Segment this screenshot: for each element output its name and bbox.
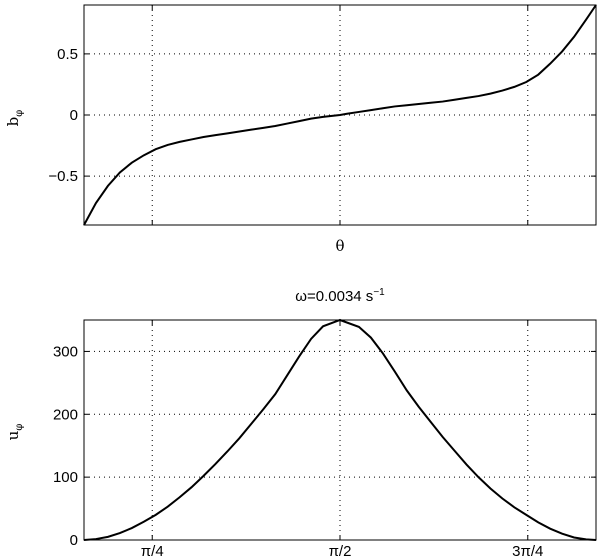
top-series-line <box>83 4 597 226</box>
bottom-ytick-label: 300 <box>53 343 78 360</box>
bottom-title-text: ω=0.0034 s <box>295 288 373 305</box>
bottom-xtick-label: π/4 <box>141 543 164 560</box>
bottom-xtick-labels: π/4 π/2 3π/4 <box>141 543 544 560</box>
top-plot-panel: −0.5 0 0.5 θ bφ <box>4 4 597 255</box>
bottom-ytick-label: 200 <box>53 406 78 423</box>
top-xlabel: θ <box>335 237 344 255</box>
bottom-ylabel: uφ <box>4 424 25 441</box>
svg-text:uφ: uφ <box>4 424 25 441</box>
bottom-ytick-label: 100 <box>53 469 78 486</box>
bottom-plot-panel: ω=0.0034 s−1 0 100 200 300 π/4 π/2 3π/4 uφ <box>4 287 597 560</box>
top-ticks <box>84 5 596 225</box>
bottom-ticks <box>84 320 596 541</box>
bottom-title-sup: −1 <box>373 287 385 298</box>
top-ylabel: bφ <box>4 110 25 127</box>
bottom-ylabel-sub: φ <box>14 424 25 431</box>
top-ytick-labels: −0.5 0 0.5 <box>48 46 78 185</box>
bottom-ytick-label: 0 <box>70 532 78 549</box>
bottom-title: ω=0.0034 s−1 <box>295 287 385 305</box>
bottom-grid <box>84 320 596 541</box>
top-ytick-label: 0 <box>70 107 78 124</box>
bottom-ytick-labels: 0 100 200 300 <box>53 343 78 549</box>
top-ylabel-main: b <box>4 117 22 127</box>
svg-text:bφ: bφ <box>4 110 25 127</box>
top-ylabel-sub: φ <box>14 110 25 117</box>
bottom-xtick-label: 3π/4 <box>512 543 543 560</box>
bottom-ylabel-main: u <box>4 430 22 440</box>
bottom-xtick-label: π/2 <box>329 543 352 560</box>
top-ytick-label: 0.5 <box>57 46 78 63</box>
top-ytick-label: −0.5 <box>48 168 78 185</box>
